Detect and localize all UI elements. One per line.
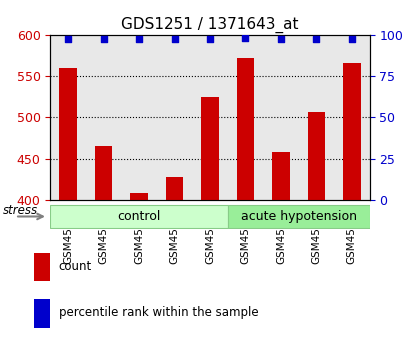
Bar [34,253,50,282]
Text: control: control [117,210,161,223]
Point [278,37,284,42]
Text: count: count [59,260,92,273]
Text: acute hypotension: acute hypotension [241,210,357,223]
Point [100,37,107,42]
Point [242,35,249,41]
Bar [192,34,228,200]
Title: GDS1251 / 1371643_at: GDS1251 / 1371643_at [121,17,299,33]
Bar [121,34,157,200]
FancyBboxPatch shape [228,205,370,228]
Bar [201,97,219,200]
Bar [165,177,184,200]
Bar [263,34,299,200]
Bar [228,34,263,200]
Bar [130,194,148,200]
Bar [34,299,50,328]
Point [207,37,213,42]
Bar [307,112,325,200]
Bar [157,34,192,200]
Bar [299,34,334,200]
Point [171,37,178,42]
Text: percentile rank within the sample: percentile rank within the sample [59,306,258,319]
FancyBboxPatch shape [50,205,228,228]
Text: stress: stress [3,204,38,217]
Bar [343,63,361,200]
Point [349,37,355,42]
Point [65,37,71,42]
Bar [86,34,121,200]
Bar [59,68,77,200]
Bar [50,34,86,200]
Bar [236,58,255,200]
Bar [334,34,370,200]
Point [136,37,142,42]
Bar [95,146,113,200]
Point [313,37,320,42]
Bar [272,152,290,200]
